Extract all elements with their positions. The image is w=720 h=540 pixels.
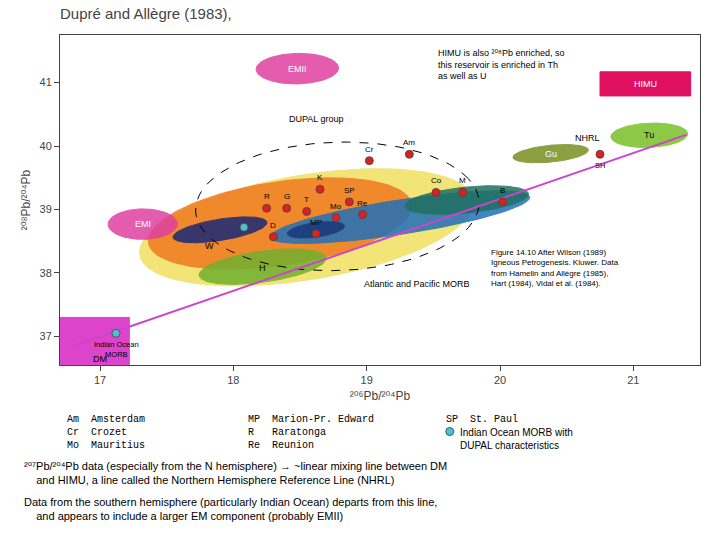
svg-text:R: R [264, 192, 270, 201]
svg-text:SP: SP [344, 186, 355, 195]
svg-text:Am: Am [403, 138, 415, 147]
svg-text:B: B [500, 186, 505, 195]
svg-text:MP Marion-Pr. EdwardR Rarat: MP Marion-Pr. EdwardR RaratongaRe Reunio… [248, 414, 374, 451]
svg-text:39: 39 [40, 203, 52, 215]
svg-text:37: 37 [40, 330, 52, 342]
svg-text:W: W [205, 241, 214, 251]
svg-text:HIMU: HIMU [634, 79, 657, 89]
svg-text:²⁰⁶Pb/²⁰⁴Pb: ²⁰⁶Pb/²⁰⁴Pb [350, 389, 411, 403]
svg-text:Re: Re [357, 199, 368, 208]
svg-text:SP St. Paul: SP St. Paul [446, 414, 518, 425]
svg-text:18: 18 [227, 374, 239, 386]
svg-text:19: 19 [361, 374, 373, 386]
svg-text:38: 38 [40, 267, 52, 279]
svg-text:T: T [304, 195, 309, 204]
svg-text:EMII: EMII [288, 64, 307, 74]
svg-text:HIMU is also ²⁰⁸Pb enriched, s: HIMU is also ²⁰⁸Pb enriched, sothis rese… [438, 48, 564, 81]
svg-text:Figure 14.10 After Wilson (198: Figure 14.10 After Wilson (1989)Igneous … [491, 248, 619, 288]
svg-text:Atlantic and Pacific MORB: Atlantic and Pacific MORB [364, 279, 470, 289]
svg-text:21: 21 [627, 374, 639, 386]
svg-text:Mo: Mo [330, 202, 342, 211]
svg-text:Cr: Cr [365, 145, 374, 154]
svg-text:G: G [284, 192, 290, 201]
svg-text:²⁰⁸Pb/²⁰⁴Pb: ²⁰⁸Pb/²⁰⁴Pb [19, 169, 33, 230]
svg-text:M: M [459, 176, 466, 185]
svg-text:17: 17 [94, 374, 106, 386]
svg-text:SH: SH [595, 161, 605, 170]
svg-text:41: 41 [40, 76, 52, 88]
svg-text:EMI: EMI [135, 219, 151, 229]
svg-text:Indian OceanMORB: Indian OceanMORB [94, 340, 139, 359]
svg-text:Data from the southern hemisph: Data from the southern hemisphere (parti… [24, 496, 437, 522]
svg-text:Indian Ocean MORB withDUPAL ch: Indian Ocean MORB withDUPAL characterist… [460, 427, 573, 451]
svg-text:DM: DM [93, 354, 107, 364]
svg-text:Am AmsterdamCr CrozetMo Mau: Am AmsterdamCr CrozetMo Mauritius [67, 414, 145, 451]
svg-text:K: K [317, 173, 323, 182]
svg-text:²⁰⁷Pb/²⁰⁴Pb data (especially f: ²⁰⁷Pb/²⁰⁴Pb data (especially from the N … [24, 460, 447, 486]
svg-text:NHRL: NHRL [575, 133, 600, 143]
svg-text:D: D [270, 221, 276, 230]
svg-text:H: H [259, 263, 266, 273]
svg-text:40: 40 [40, 140, 52, 152]
svg-text:Tu: Tu [644, 130, 654, 140]
svg-text:MP: MP [310, 218, 322, 227]
svg-text:Gu: Gu [545, 149, 557, 159]
svg-text:DUPAL group: DUPAL group [289, 114, 344, 124]
svg-text:Co: Co [431, 176, 442, 185]
svg-text:Dupré and Allègre (1983),: Dupré and Allègre (1983), [60, 5, 232, 22]
svg-text:20: 20 [494, 374, 506, 386]
